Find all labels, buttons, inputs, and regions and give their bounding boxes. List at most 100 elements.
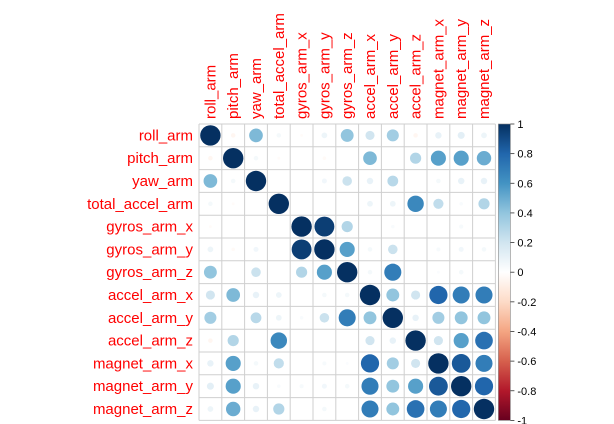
correlation-circle-accel_arm_z-pitch_arm <box>227 335 239 347</box>
correlation-circle-magnet_arm_y-pitch_arm <box>225 378 241 394</box>
column-label-magnet_arm_z: magnet_arm_z <box>476 19 493 119</box>
correlation-circle-accel_arm_y-accel_arm_y <box>382 307 403 328</box>
correlation-circle-pitch_arm-accel_arm_x <box>363 151 377 166</box>
correlation-circle-magnet_arm_x-yaw_arm <box>253 361 259 366</box>
correlation-circle-accel_arm_y-accel_arm_x <box>363 311 377 325</box>
correlation-circle-gyros_arm_z-roll_arm <box>203 265 217 279</box>
correlation-circle-magnet_arm_z-gyros_arm_y <box>322 406 327 412</box>
column-labels: roll_arm pitch_arm yaw_arm total_accel_arm g… <box>202 13 493 119</box>
row-label-gyros_arm_y: gyros_arm_y <box>106 241 193 258</box>
correlation-circle-yaw_arm-roll_arm <box>203 174 218 188</box>
correlation-circle-gyros_arm_y-accel_arm_x <box>367 247 373 252</box>
correlation-circle-magnet_arm_y-accel_arm_y <box>386 379 400 393</box>
correlation-circle-gyros_arm_z-magnet_arm_y <box>458 269 464 275</box>
color-legend-bar <box>498 123 511 421</box>
correlation-circle-accel_arm_x-accel_arm_y <box>386 288 400 302</box>
correlation-circle-yaw_arm-magnet_arm_z <box>480 177 488 185</box>
correlation-circle-gyros_arm_x-gyros_arm_z <box>341 221 353 233</box>
row-label-magnet_arm_x: magnet_arm_x <box>93 355 194 372</box>
correlation-circle-gyros_arm_y-gyros_arm_y <box>314 239 335 260</box>
row-label-magnet_arm_y: magnet_arm_y <box>93 378 194 395</box>
correlation-circle-magnet_arm_z-magnet_arm_z <box>473 398 495 420</box>
correlation-circle-accel_arm_x-accel_arm_x <box>359 284 381 306</box>
row-label-total_accel_arm: total_accel_arm <box>87 196 193 213</box>
row-label-magnet_arm_z: magnet_arm_z <box>93 401 193 418</box>
correlation-circle-magnet_arm_x-accel_arm_z <box>411 358 421 368</box>
correlation-circle-gyros_arm_y-roll_arm <box>207 246 214 253</box>
column-label-yaw_arm: yaw_arm <box>248 58 265 119</box>
correlation-circle-yaw_arm-pitch_arm <box>230 178 236 184</box>
correlation-circle-magnet_arm_x-gyros_arm_z <box>345 361 349 365</box>
correlation-circle-yaw_arm-accel_arm_y <box>387 175 399 187</box>
color-legend-tick-label: 0.8 <box>517 149 532 161</box>
correlation-circle-roll_arm-roll_arm <box>200 125 221 146</box>
correlation-circle-total_accel_arm-total_accel_arm <box>268 193 289 214</box>
correlation-circle-magnet_arm_z-accel_arm_y <box>386 402 400 416</box>
grid <box>198 123 496 421</box>
row-label-gyros_arm_z: gyros_arm_z <box>106 264 193 281</box>
correlation-circle-magnet_arm_x-total_accel_arm <box>273 358 284 369</box>
correlation-circle-magnet_arm_x-roll_arm <box>207 360 214 367</box>
row-labels: roll_arm pitch_arm yaw_arm total_accel_armg… <box>87 127 193 418</box>
correlation-circle-accel_arm_x-gyros_arm_z <box>344 292 350 298</box>
correlation-circle-roll_arm-magnet_arm_x <box>435 132 442 139</box>
correlation-circle-pitch_arm-magnet_arm_y <box>453 150 469 166</box>
correlation-circle-accel_arm_y-magnet_arm_z <box>477 311 491 325</box>
column-label-accel_arm_y: accel_arm_y <box>385 33 402 119</box>
row-label-yaw_arm: yaw_arm <box>132 173 193 190</box>
correlation-circle-accel_arm_x-magnet_arm_x <box>429 285 448 305</box>
correlation-circle-accel_arm_x-magnet_arm_y <box>452 286 470 304</box>
correlation-circle-gyros_arm_z-magnet_arm_x <box>436 270 440 274</box>
correlation-circle-accel_arm_x-pitch_arm <box>226 288 241 302</box>
color-legend-tick-label: -0.8 <box>517 386 536 398</box>
correlation-circle-magnet_arm_z-accel_arm_x <box>361 400 379 418</box>
correlation-circle-magnet_arm_x-gyros_arm_y <box>322 361 327 366</box>
correlation-circle-roll_arm-pitch_arm <box>230 133 236 138</box>
correlation-circle-pitch_arm-yaw_arm <box>253 155 259 161</box>
column-label-gyros_arm_y: gyros_arm_y <box>316 32 333 119</box>
correlation-circle-gyros_arm_x-roll_arm <box>208 225 212 229</box>
correlation-circle-roll_arm-magnet_arm_y <box>457 131 465 139</box>
column-label-accel_arm_x: accel_arm_x <box>362 33 379 119</box>
correlation-circle-accel_arm_y-total_accel_arm <box>275 314 282 321</box>
correlation-circle-gyros_arm_y-yaw_arm <box>253 246 259 252</box>
correlation-circle-gyros_arm_y-magnet_arm_y <box>458 246 464 252</box>
correlation-circle-gyros_arm_z-accel_arm_y <box>384 263 402 281</box>
color-legend-tick-label: -0.2 <box>517 297 536 309</box>
correlation-circle-total_accel_arm-magnet_arm_z <box>478 198 490 210</box>
correlation-circle-pitch_arm-gyros_arm_y <box>322 156 327 160</box>
correlation-circle-magnet_arm_y-yaw_arm <box>252 382 260 390</box>
correlation-circle-magnet_arm_x-accel_arm_y <box>386 357 399 370</box>
correlation-circle-gyros_arm_y-gyros_arm_x <box>291 239 312 260</box>
color-legend-tick-label: 0.2 <box>517 238 532 250</box>
correlation-circle-accel_arm_z-accel_arm_y <box>389 337 397 344</box>
correlation-circle-yaw_arm-magnet_arm_y <box>457 177 465 185</box>
correlation-circle-roll_arm-accel_arm_y <box>386 129 399 142</box>
color-legend-tick-label: 0 <box>517 267 523 279</box>
column-label-accel_arm_z: accel_arm_z <box>408 34 425 119</box>
column-label-gyros_arm_x: gyros_arm_x <box>294 32 311 119</box>
correlation-circle-accel_arm_y-gyros_arm_y <box>319 313 330 323</box>
correlation-circle-accel_arm_x-roll_arm <box>205 290 215 300</box>
correlation-circle-magnet_arm_y-magnet_arm_y <box>451 376 472 397</box>
correlation-circle-accel_arm_y-gyros_arm_x <box>299 316 304 320</box>
row-label-pitch_arm: pitch_arm <box>127 150 193 167</box>
correlation-circle-magnet_arm_y-gyros_arm_z <box>344 383 350 389</box>
row-label-gyros_arm_x: gyros_arm_x <box>106 219 193 236</box>
correlation-circle-accel_arm_z-accel_arm_x <box>365 336 375 346</box>
correlation-circle-accel_arm_x-accel_arm_z <box>411 290 421 300</box>
column-label-roll_arm: roll_arm <box>202 65 219 119</box>
correlation-circle-magnet_arm_y-total_accel_arm <box>277 384 281 388</box>
correlation-circle-magnet_arm_z-magnet_arm_x <box>429 400 447 418</box>
correlation-circle-accel_arm_z-magnet_arm_x <box>433 336 443 346</box>
correlation-circle-total_accel_arm-roll_arm <box>208 201 213 207</box>
correlation-circle-accel_arm_y-gyros_arm_z <box>338 309 356 327</box>
correlation-circle-pitch_arm-magnet_arm_x <box>430 150 446 166</box>
column-label-total_accel_arm: total_accel_arm <box>271 13 288 119</box>
correlation-circles <box>200 125 495 420</box>
correlation-circle-accel_arm_z-magnet_arm_y <box>453 333 469 349</box>
correlation-circle-yaw_arm-accel_arm_x <box>366 177 374 185</box>
correlation-circle-pitch_arm-pitch_arm <box>223 148 244 169</box>
correlation-circle-magnet_arm_z-roll_arm <box>207 406 214 412</box>
correlation-circle-magnet_arm_y-gyros_arm_y <box>321 383 327 389</box>
